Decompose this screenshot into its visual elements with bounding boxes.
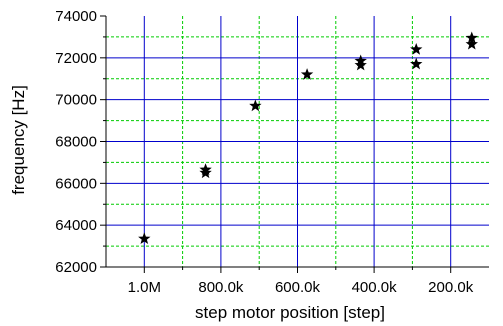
y-tick-label: 66000 — [55, 175, 97, 192]
x-tick-label: 400.0k — [352, 279, 398, 296]
data-point-star — [199, 166, 212, 179]
data-points — [138, 31, 478, 245]
y-tick-label: 64000 — [55, 217, 97, 234]
x-tick-label: 200.0k — [428, 279, 474, 296]
axes — [100, 15, 489, 273]
x-axis-title: step motor position [step] — [195, 303, 385, 322]
y-tick-label: 72000 — [55, 50, 97, 67]
data-point-star — [249, 99, 262, 112]
y-tick-label: 74000 — [55, 8, 97, 25]
grid — [106, 16, 489, 267]
x-tick-label: 1.0M — [128, 279, 161, 296]
data-point-star — [465, 31, 478, 44]
x-tick-label: 800.0k — [198, 279, 244, 296]
data-point-star — [465, 37, 478, 50]
data-point-star — [410, 42, 423, 55]
data-point-star — [138, 232, 151, 245]
data-point-star — [300, 68, 314, 80]
y-axis-title: frequency [Hz] — [9, 85, 28, 195]
tick-labels: 62000 64000 66000 68000 70000 72000 74000 1.0M 8… — [55, 8, 473, 296]
y-tick-label: 62000 — [55, 259, 97, 276]
y-tick-label: 70000 — [55, 92, 97, 109]
y-tick-label: 68000 — [55, 134, 97, 151]
data-point-star — [354, 58, 367, 71]
data-point-star — [410, 57, 423, 70]
x-tick-label: 600.0k — [275, 279, 321, 296]
